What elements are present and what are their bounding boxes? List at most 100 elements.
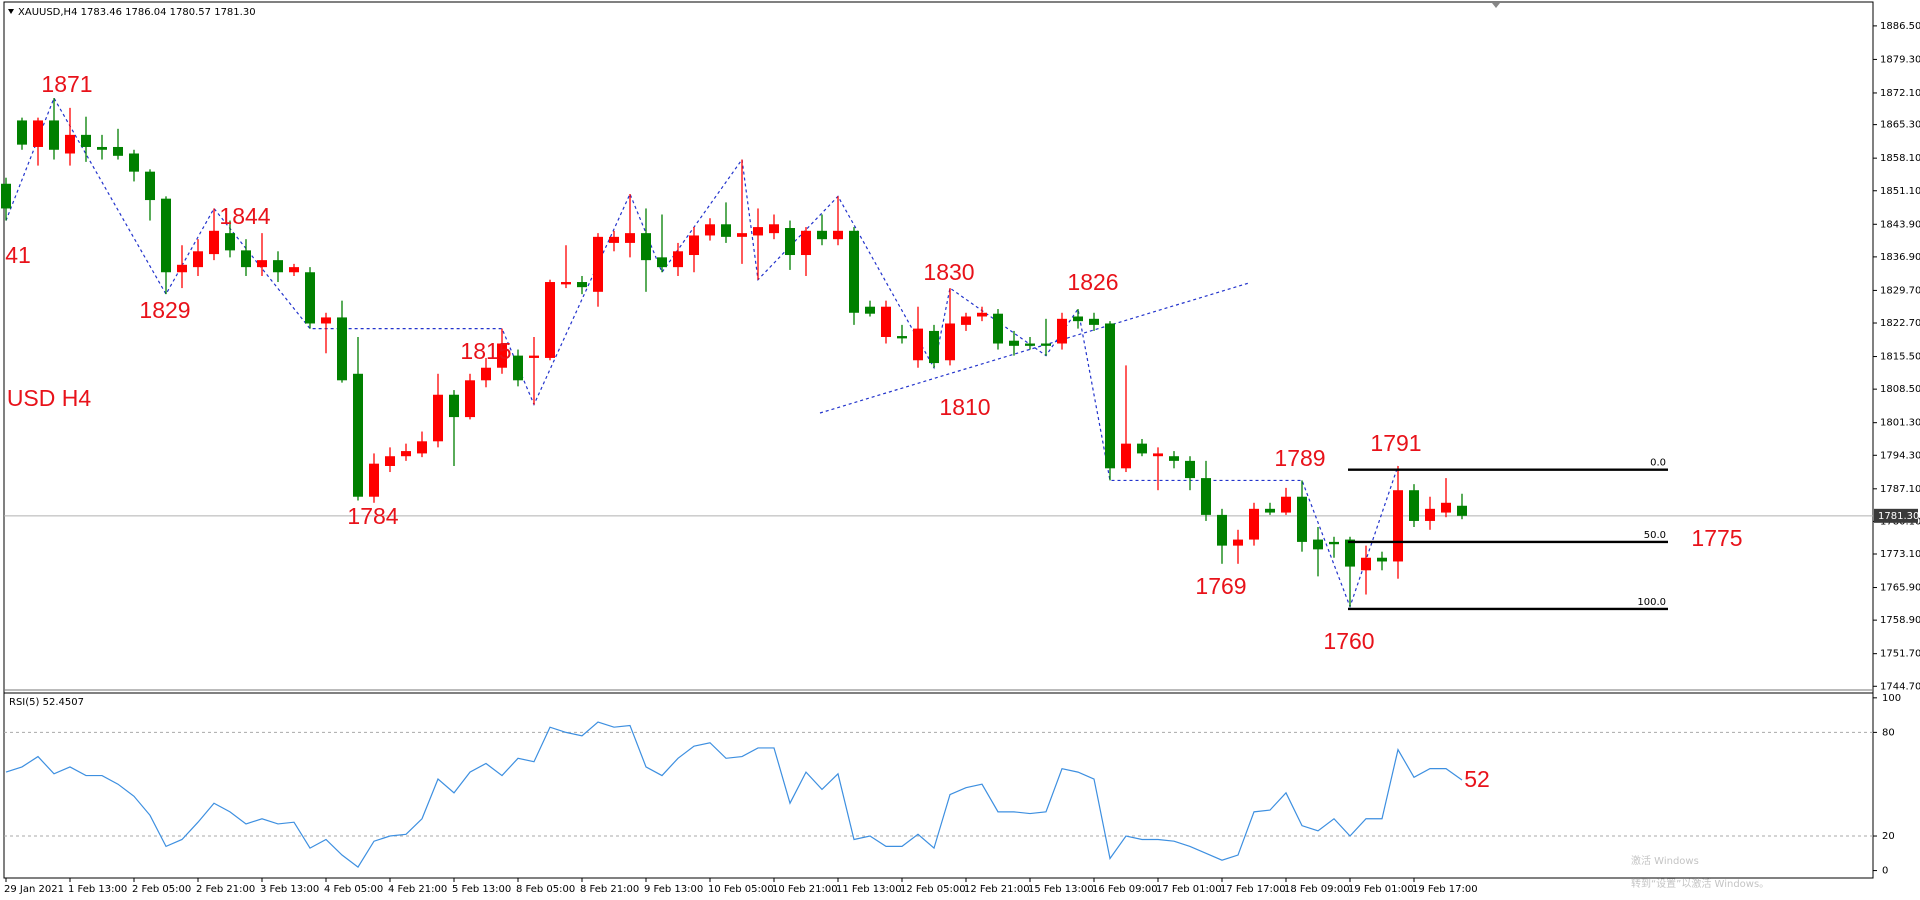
candle-body	[817, 230, 827, 240]
x-tick-label: 10 Feb 21:00	[772, 884, 838, 895]
y-tick-label: 1851.10	[1880, 186, 1920, 197]
watermark-subtitle: 转到“设置”以激活 Windows。	[1631, 877, 1769, 890]
candle-body	[337, 317, 347, 381]
x-tick-label: 10 Feb 05:00	[708, 884, 774, 895]
candle-body	[1009, 340, 1019, 346]
y-tick-label: 1751.70	[1880, 649, 1920, 660]
rsi-annotation: 52	[1464, 766, 1490, 792]
y-tick-label: 1872.10	[1880, 88, 1920, 99]
fib-level-label: 100.0	[1637, 597, 1666, 608]
candle-body	[929, 330, 939, 364]
candle-body	[529, 355, 539, 358]
candle-body	[673, 251, 683, 268]
price-annotation: 1775	[1691, 525, 1742, 551]
candle-body	[721, 224, 731, 237]
candle-body	[1185, 460, 1195, 479]
candle-body	[1425, 508, 1435, 521]
y-tick-label: 1815.50	[1880, 352, 1920, 363]
x-tick-label: 19 Feb 17:00	[1412, 884, 1478, 895]
y-tick-label: 100	[1882, 693, 1901, 704]
candle-body	[1, 183, 11, 209]
candle-body	[1057, 318, 1067, 344]
x-tick-label: 12 Feb 05:00	[900, 884, 966, 895]
candle-body	[209, 230, 219, 255]
candle-body	[1441, 502, 1451, 513]
price-annotation: USD H4	[7, 385, 92, 411]
y-tick-label: 1808.50	[1880, 384, 1920, 395]
candle-body	[561, 282, 571, 285]
candle-body	[449, 394, 459, 418]
price-annotation: 1826	[1067, 269, 1118, 295]
x-tick-label: 5 Feb 13:00	[452, 884, 511, 895]
candle-body	[513, 355, 523, 381]
x-tick-label: 11 Feb 13:00	[836, 884, 902, 895]
candle-body	[1105, 323, 1115, 469]
candle-body	[545, 282, 555, 358]
x-tick-label: 4 Feb 21:00	[388, 884, 447, 895]
y-tick-label: 1822.70	[1880, 318, 1920, 329]
candle-body	[1361, 557, 1371, 571]
price-annotation: 1769	[1195, 573, 1246, 599]
candle-body	[1377, 557, 1387, 562]
y-tick-label: 1765.90	[1880, 583, 1920, 594]
rsi-line	[5, 721, 1463, 868]
candle-body	[593, 236, 603, 292]
candle-body	[1345, 539, 1355, 567]
y-tick-label: 1865.30	[1880, 120, 1920, 131]
current-price-label: 1781.30	[1878, 511, 1919, 522]
y-tick-label: 1829.70	[1880, 285, 1920, 296]
marks: 1886.50 1879.30 1872.10 1865.30 1858.10 1851.…	[1, 21, 1920, 895]
candle-body	[641, 233, 651, 261]
rsi-title: RSI(5) 52.4507	[9, 697, 84, 708]
candle-body	[1073, 316, 1083, 322]
symbol-menu-icon[interactable]	[8, 9, 14, 14]
y-tick-label: 20	[1882, 831, 1895, 842]
fib-level-label: 50.0	[1644, 530, 1666, 541]
x-tick-label: 2 Feb 05:00	[132, 884, 191, 895]
candle-body	[913, 328, 923, 361]
y-tick-label: 1858.10	[1880, 153, 1920, 164]
frame	[3, 1, 1874, 879]
price-annotation: 1815	[460, 338, 511, 364]
x-tick-label: 9 Feb 13:00	[644, 884, 703, 895]
candle-body	[977, 312, 987, 317]
candle-body	[1265, 508, 1275, 513]
y-tick-label: 80	[1882, 727, 1895, 738]
price-annotation: 1829	[139, 297, 190, 323]
x-tick-label: 17 Feb 01:00	[1156, 884, 1222, 895]
y-tick-label: 1886.50	[1880, 21, 1920, 32]
candle-body	[129, 153, 139, 172]
candle-body	[1153, 453, 1163, 457]
x-tick-label: 2 Feb 21:00	[196, 884, 255, 895]
current-price-box	[1874, 508, 1918, 523]
candle-body	[433, 394, 443, 442]
candle-body	[65, 134, 75, 154]
candle-body	[481, 367, 491, 381]
x-tick-label: 17 Feb 17:00	[1220, 884, 1286, 895]
candle-body	[1249, 508, 1259, 540]
candle-body	[497, 343, 507, 368]
x-tick-label: 1 Feb 13:00	[68, 884, 127, 895]
price-annotation: 1784	[347, 503, 398, 529]
candle-body	[177, 264, 187, 273]
price-annotation: 1844	[219, 203, 270, 229]
candle-body	[1041, 343, 1051, 346]
x-tick-label: 18 Feb 09:00	[1284, 884, 1350, 895]
price-annotation: 41	[5, 242, 31, 268]
x-tick-label: 8 Feb 05:00	[516, 884, 575, 895]
y-tick-label: 0	[1882, 866, 1888, 877]
candle-body	[321, 317, 331, 324]
candle-body	[1297, 496, 1307, 542]
candle-body	[1169, 456, 1179, 461]
chart-title: XAUUSD,H4 1783.46 1786.04 1780.57 1781.3…	[18, 7, 256, 18]
candle-body	[705, 224, 715, 236]
candle-body	[49, 120, 59, 150]
y-tick-label: 1836.90	[1880, 252, 1920, 263]
candle-body	[1281, 496, 1291, 513]
candle-body	[193, 251, 203, 268]
y-tick-label: 1879.30	[1880, 54, 1920, 65]
fib-level-label: 0.0	[1650, 458, 1666, 469]
y-tick-label: 1794.30	[1880, 450, 1920, 461]
